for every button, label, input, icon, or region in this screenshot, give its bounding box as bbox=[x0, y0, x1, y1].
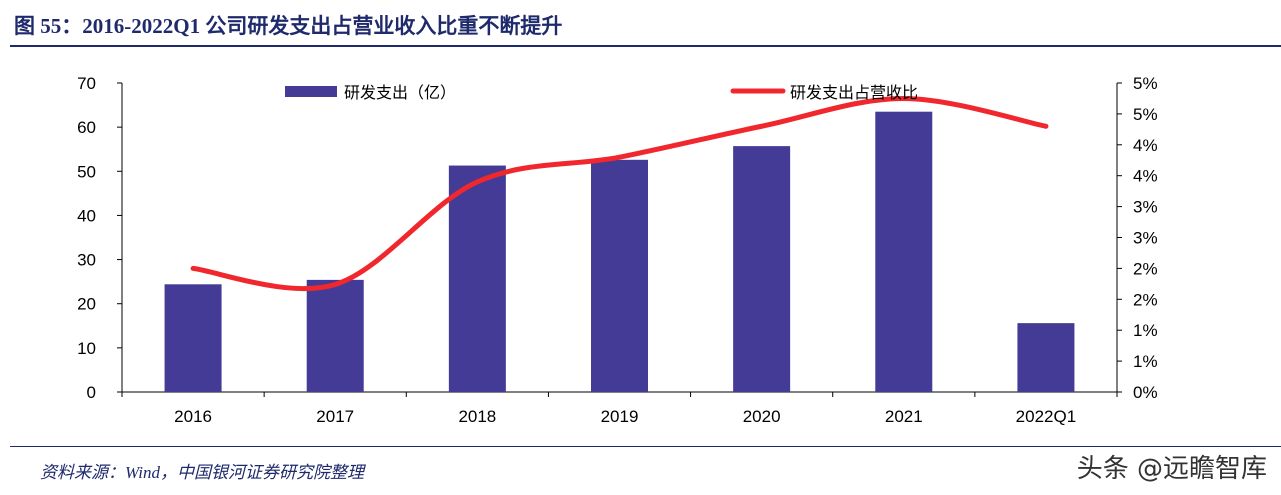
right-tick-label: 1% bbox=[1133, 321, 1158, 340]
left-tick-label: 70 bbox=[77, 74, 96, 93]
right-tick-label: 0% bbox=[1133, 383, 1158, 402]
bar-2021 bbox=[875, 111, 933, 392]
right-tick-label: 3% bbox=[1133, 229, 1158, 248]
right-tick-label: 5% bbox=[1133, 105, 1158, 124]
left-tick-label: 40 bbox=[77, 206, 96, 225]
left-tick-label: 60 bbox=[77, 118, 96, 137]
right-tick-label: 1% bbox=[1133, 352, 1158, 371]
source-note: 资料来源：Wind，中国银河证券研究院整理 bbox=[40, 463, 364, 482]
left-tick-label: 30 bbox=[77, 251, 96, 270]
right-tick-label: 5% bbox=[1133, 74, 1158, 93]
right-tick-label: 3% bbox=[1133, 198, 1158, 217]
bar-2018 bbox=[448, 165, 506, 392]
bar-2020 bbox=[733, 146, 791, 392]
line-series-ratio bbox=[190, 95, 1049, 292]
right-tick-label: 4% bbox=[1133, 136, 1158, 155]
x-tick-label: 2019 bbox=[601, 407, 639, 426]
left-tick-label: 0 bbox=[87, 383, 96, 402]
chart-title: 图 55：2016-2022Q1 公司研发支出占营业收入比重不断提升 bbox=[14, 14, 563, 38]
bar-2019 bbox=[591, 159, 648, 392]
left-tick-label: 50 bbox=[77, 162, 96, 181]
x-tick-label: 2016 bbox=[174, 407, 212, 426]
x-tick-label: 2017 bbox=[316, 407, 354, 426]
left-tick-label: 20 bbox=[77, 295, 96, 314]
title-divider bbox=[10, 45, 1281, 47]
right-tick-label: 2% bbox=[1133, 259, 1158, 278]
watermark: 头条 @远瞻智库 bbox=[1076, 454, 1267, 484]
chart-area: 0 10 20 30 40 50 60 70 0% 1% 1% 2% 2% 3% 3% 4% 4% 5% 5% 201… bbox=[77, 74, 1158, 426]
bar-2017 bbox=[306, 279, 364, 392]
bar-2016 bbox=[164, 284, 222, 392]
source-divider bbox=[10, 446, 1281, 447]
bar-2022Q1 bbox=[1017, 323, 1075, 392]
left-tick-label: 10 bbox=[77, 339, 96, 358]
right-tick-label: 4% bbox=[1133, 167, 1158, 186]
x-tick-label: 2022Q1 bbox=[1016, 407, 1077, 426]
x-tick-label: 2018 bbox=[458, 407, 496, 426]
right-tick-label: 2% bbox=[1133, 290, 1158, 309]
x-tick-label: 2021 bbox=[885, 407, 923, 426]
legend-label-bar: 研发支出（亿） bbox=[344, 84, 456, 102]
legend-label-line: 研发支出占营收比 bbox=[790, 84, 918, 102]
legend-swatch-bar bbox=[285, 86, 337, 97]
x-tick-label: 2020 bbox=[743, 407, 781, 426]
